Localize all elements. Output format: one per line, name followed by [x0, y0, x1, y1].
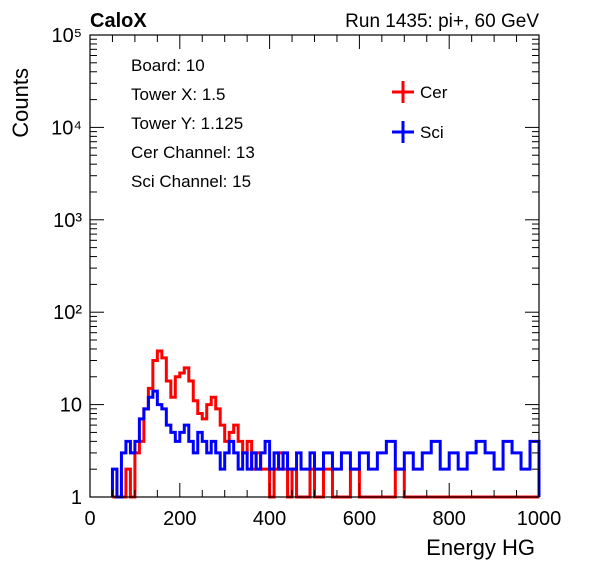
legend-label-sci: Sci	[420, 123, 444, 142]
y-tick-label-10: 10	[60, 395, 82, 417]
y-axis-label: Counts	[8, 68, 33, 138]
y-tick-label-1: 1	[71, 487, 82, 509]
y-tick-label-100: 10²	[53, 302, 82, 324]
info-tower-x: Tower X: 1.5	[131, 85, 226, 104]
legend-label-cer: Cer	[420, 83, 448, 102]
experiment-label: CaloX	[90, 10, 147, 32]
axes: 0 200 400 600 800 1000 1 10 10² 10³ 10⁴ 10⁵	[51, 25, 561, 530]
x-tick-label-1000: 1000	[517, 508, 562, 530]
x-tick-label-0: 0	[84, 508, 95, 530]
y-tick-label-100000: 10⁵	[51, 25, 82, 47]
info-box: Board: 10 Tower X: 1.5 Tower Y: 1.125 Ce…	[131, 56, 255, 191]
x-tick-label-600: 600	[343, 508, 376, 530]
x-axis-label: Energy HG	[426, 535, 535, 560]
series-sci-line	[110, 389, 541, 499]
y-tick-label-1000: 10³	[53, 210, 82, 232]
legend: Cer Sci	[392, 81, 448, 143]
x-tick-label-400: 400	[253, 508, 286, 530]
x-tick-label-800: 800	[433, 508, 466, 530]
info-sci-channel: Sci Channel: 15	[131, 172, 251, 191]
info-cer-channel: Cer Channel: 13	[131, 143, 255, 162]
run-label: Run 1435: pi+, 60 GeV	[345, 11, 539, 32]
info-tower-y: Tower Y: 1.125	[131, 114, 243, 133]
legend-entry-sci: Sci	[392, 121, 444, 143]
legend-entry-cer: Cer	[392, 81, 448, 103]
y-tick-label-10000: 10⁴	[51, 117, 82, 139]
x-tick-label-200: 200	[163, 508, 196, 530]
info-board: Board: 10	[131, 56, 205, 75]
